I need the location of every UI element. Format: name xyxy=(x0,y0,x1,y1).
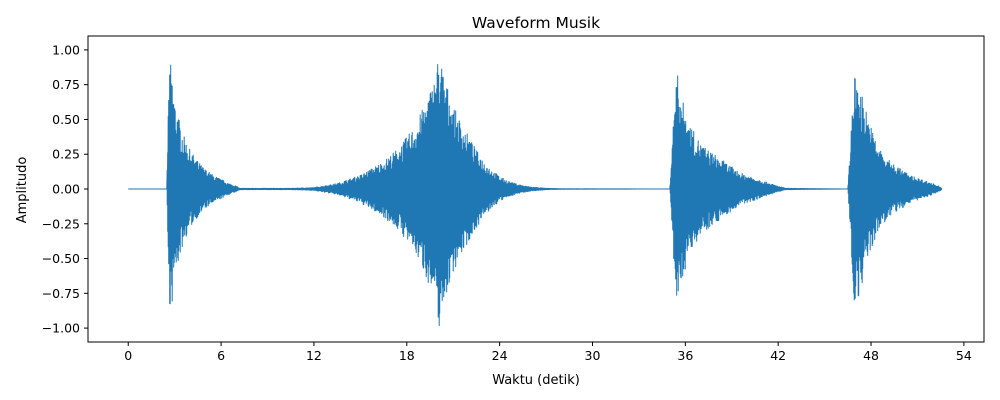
x-tick-label: 6 xyxy=(217,348,225,363)
x-tick-label: 54 xyxy=(956,348,972,363)
x-tick-label: 48 xyxy=(863,348,879,363)
x-tick-label: 30 xyxy=(585,348,601,363)
waveform-line xyxy=(128,63,943,327)
x-axis: 0 6 12 18 24 30 36 42 48 54 xyxy=(124,342,972,363)
y-tick-label: −0.50 xyxy=(42,251,80,266)
y-axis-label: Amplitudo xyxy=(15,157,30,224)
y-tick-label: 0.75 xyxy=(52,77,80,92)
y-tick-label: 1.00 xyxy=(52,42,80,57)
x-tick-label: 18 xyxy=(399,348,415,363)
x-axis-label: Waktu (detik) xyxy=(492,373,580,388)
plot-area xyxy=(87,35,985,343)
y-tick-label: −0.25 xyxy=(42,216,80,231)
y-tick-label: 0.50 xyxy=(52,112,80,127)
y-tick-label: 0.00 xyxy=(52,182,80,197)
x-tick-label: 42 xyxy=(770,348,786,363)
x-tick-label: 0 xyxy=(124,348,132,363)
y-tick-label: −1.00 xyxy=(42,321,80,336)
y-tick-label: −0.75 xyxy=(42,286,80,301)
x-tick-label: 12 xyxy=(306,348,322,363)
chart-title: Waveform Musik xyxy=(472,14,600,32)
x-tick-label: 24 xyxy=(492,348,508,363)
x-tick-label: 36 xyxy=(677,348,693,363)
y-tick-label: 0.25 xyxy=(52,147,80,162)
y-axis: 1.00 0.75 0.50 0.25 0.00 −0.25 −0.50 −0.75 −1.00 xyxy=(42,42,88,336)
